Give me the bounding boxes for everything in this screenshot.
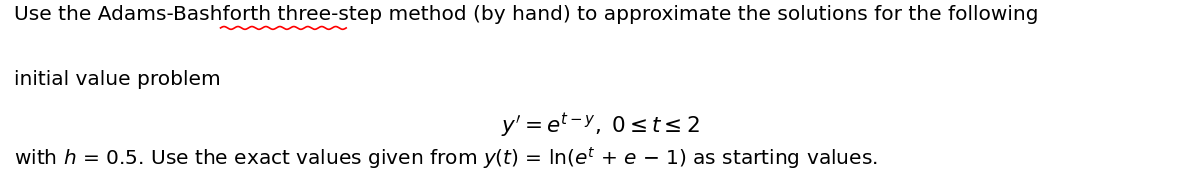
Text: Use the Adams-Bashforth three-step method (by hand) to approximate the solutions: Use the Adams-Bashforth three-step metho… [14, 5, 1039, 24]
Text: initial value problem: initial value problem [14, 70, 221, 89]
Text: with $h$ = 0.5. Use the exact values given from $y(t)$ = ln($e^{t}$ + $e$ − 1) a: with $h$ = 0.5. Use the exact values giv… [14, 145, 878, 171]
Text: $y' = e^{t-y}, \; 0 \leq t \leq 2$: $y' = e^{t-y}, \; 0 \leq t \leq 2$ [500, 111, 700, 140]
